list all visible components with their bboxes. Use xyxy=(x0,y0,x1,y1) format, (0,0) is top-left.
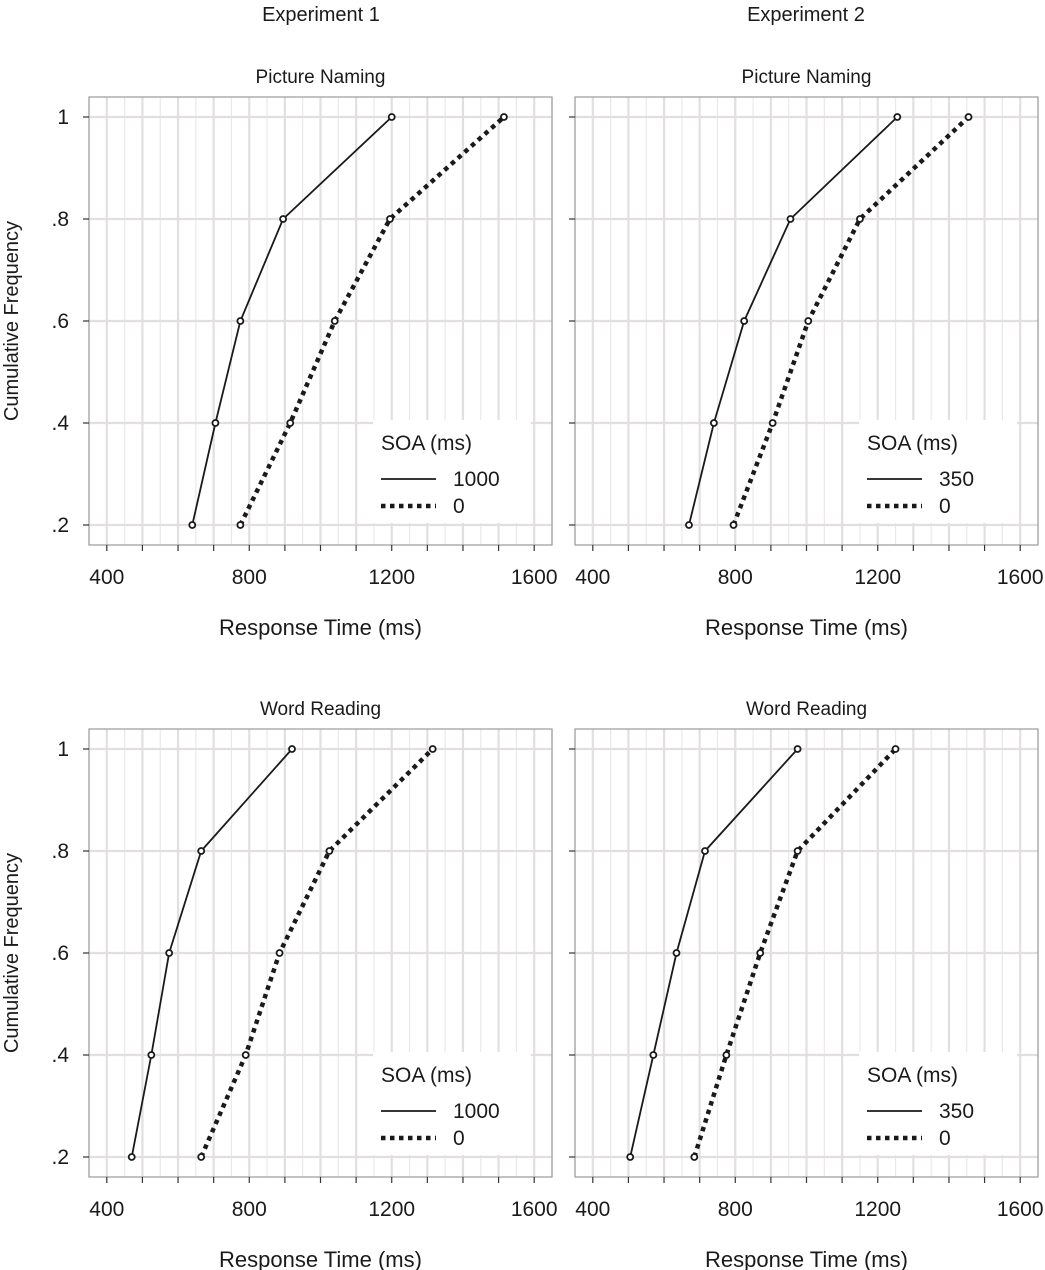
legend-label: 350 xyxy=(939,468,974,491)
legend-label: 0 xyxy=(453,1127,465,1150)
x-tick-label: 1200 xyxy=(368,1198,415,1221)
y-tick-label: .6 xyxy=(51,310,69,333)
panel-1: Picture Naming 400 800 1200 1600 Response Tim… xyxy=(1,67,558,640)
data-point xyxy=(891,745,900,753)
data-point xyxy=(330,317,339,325)
data-point xyxy=(804,317,813,325)
data-point xyxy=(786,215,795,223)
x-tick-label: 1200 xyxy=(368,566,415,589)
data-point xyxy=(387,113,396,121)
data-point xyxy=(236,521,245,529)
legend-label: 350 xyxy=(939,1100,974,1123)
x-tick-label: 800 xyxy=(232,566,267,589)
x-axis-label: Response Time (ms) xyxy=(219,1247,422,1270)
data-point xyxy=(701,847,709,855)
data-point xyxy=(793,745,802,753)
legend-title: SOA (ms) xyxy=(381,1064,472,1087)
data-point xyxy=(722,1051,731,1059)
x-tick-label: 400 xyxy=(89,1198,124,1221)
data-point xyxy=(147,1051,156,1059)
experiment-2-title: Experiment 2 xyxy=(747,4,865,26)
y-tick-label: .4 xyxy=(51,412,69,435)
x-tick-label: 1600 xyxy=(511,1198,558,1221)
legend-label: 1000 xyxy=(453,1100,500,1123)
data-point xyxy=(386,215,394,223)
data-point xyxy=(768,419,777,427)
x-tick-label: 1600 xyxy=(997,566,1044,589)
data-point xyxy=(127,1153,136,1161)
y-tick-label: .8 xyxy=(51,840,69,863)
x-tick-label: 800 xyxy=(718,1198,753,1221)
x-tick-label: 400 xyxy=(89,566,124,589)
x-axis-label: Response Time (ms) xyxy=(219,615,422,640)
data-point xyxy=(211,419,220,427)
panel-title: Word Reading xyxy=(746,699,867,720)
panel-title: Picture Naming xyxy=(256,67,386,88)
x-tick-label: 800 xyxy=(718,566,753,589)
panel-2: Picture Naming 400 800 1200 1600 Response Tim… xyxy=(569,67,1044,640)
legend-title: SOA (ms) xyxy=(867,432,958,455)
panel-4: Word Reading 400 800 1200 1600 Response Time … xyxy=(569,699,1044,1270)
data-point xyxy=(188,521,197,529)
data-point xyxy=(649,1051,658,1059)
experiment-1-title: Experiment 1 xyxy=(262,4,380,26)
x-tick-label: 800 xyxy=(232,1198,267,1221)
data-point xyxy=(275,949,284,957)
data-point xyxy=(286,419,295,427)
data-point xyxy=(279,215,288,223)
y-tick-label: .6 xyxy=(51,942,69,965)
data-point xyxy=(740,317,749,325)
data-point xyxy=(428,745,437,753)
x-tick-label: 400 xyxy=(575,1198,610,1221)
data-point xyxy=(241,1051,250,1059)
data-point xyxy=(288,745,296,753)
legend-title: SOA (ms) xyxy=(381,432,472,455)
data-point xyxy=(793,847,802,855)
data-point xyxy=(893,113,902,121)
data-point xyxy=(729,521,738,529)
legend-label: 0 xyxy=(939,1127,951,1150)
x-tick-label: 1600 xyxy=(997,1198,1044,1221)
legend-label: 1000 xyxy=(453,468,500,491)
y-tick-label: .2 xyxy=(51,1146,69,1169)
data-point xyxy=(756,949,765,957)
data-point xyxy=(197,847,206,855)
panel-title: Word Reading xyxy=(260,699,381,720)
data-point xyxy=(626,1153,635,1161)
x-tick-label: 1600 xyxy=(511,566,558,589)
data-point xyxy=(672,949,681,957)
x-tick-label: 1200 xyxy=(854,566,901,589)
panel-title: Picture Naming xyxy=(742,67,872,88)
y-tick-label: .2 xyxy=(51,514,69,537)
y-tick-label: 1 xyxy=(57,106,69,129)
y-tick-label: 1 xyxy=(57,738,69,761)
data-point xyxy=(856,215,864,223)
data-point xyxy=(710,419,718,427)
data-point xyxy=(500,113,508,121)
data-point xyxy=(964,113,973,121)
x-tick-label: 1200 xyxy=(854,1198,901,1221)
legend-title: SOA (ms) xyxy=(867,1064,958,1087)
data-point xyxy=(165,949,174,957)
legend-label: 0 xyxy=(453,495,465,518)
data-point xyxy=(690,1153,699,1161)
x-tick-label: 400 xyxy=(575,566,610,589)
data-point xyxy=(236,317,245,325)
series-line-0 xyxy=(238,115,506,526)
panel-3: Word Reading 400 800 1200 1600 Response Time … xyxy=(1,699,558,1270)
x-axis-label: Response Time (ms) xyxy=(705,1247,908,1270)
data-point xyxy=(325,847,334,855)
series-line-0 xyxy=(692,747,898,1158)
legend-label: 0 xyxy=(939,495,951,518)
y-axis-label: Cumulative Frequency xyxy=(1,221,23,421)
y-tick-label: .8 xyxy=(51,208,69,231)
y-tick-label: .4 xyxy=(51,1044,69,1067)
data-point xyxy=(197,1153,206,1161)
x-axis-label: Response Time (ms) xyxy=(705,615,908,640)
data-point xyxy=(685,521,693,529)
y-axis-label: Cumulative Frequency xyxy=(1,853,23,1053)
